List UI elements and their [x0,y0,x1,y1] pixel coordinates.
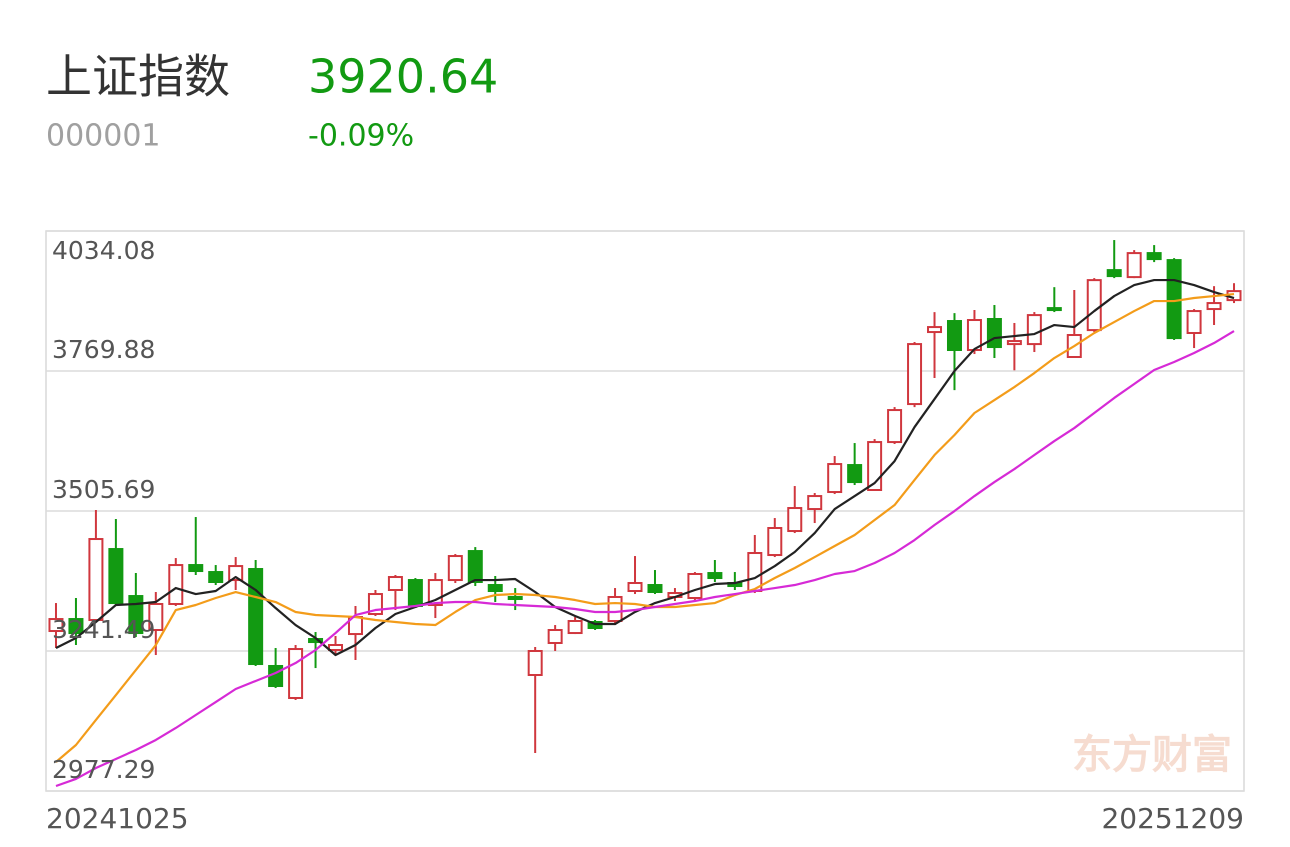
candle-body [248,568,264,666]
candle-body [986,318,1002,349]
candle-body [1146,252,1162,261]
candle-body [767,527,783,557]
candle-body [288,648,304,699]
candle-body [1006,340,1022,346]
candle-body [687,572,703,600]
candle-body [108,548,124,605]
y-tick-label: 4034.08 [52,236,155,265]
candle-body [627,582,643,593]
candle-body [1206,302,1222,311]
candle-body [787,507,803,533]
candle-body [827,463,843,494]
candle-body [527,649,543,676]
candle-body [927,326,943,334]
candle-body [188,564,204,573]
candle-body [447,555,463,582]
candle-body [148,602,164,632]
candle-body [567,620,583,635]
y-tick-label: 3505.69 [52,475,155,504]
candle-body [467,550,483,583]
moving-average-line [55,278,1235,657]
candle-body [1026,314,1042,346]
index-change: -0.09% [308,119,414,154]
candle-body [208,571,224,583]
candle-body [168,564,184,605]
candle-body [1186,310,1202,334]
index-price: 3920.64 [308,50,498,104]
y-tick-label: 2977.29 [52,755,155,784]
candle-body [128,595,144,635]
candle-body [48,618,64,633]
candle-body [1106,269,1122,278]
candle-body [387,576,403,592]
candle-body [328,644,344,651]
y-tick-label: 3769.88 [52,335,155,364]
candle-body [707,572,723,580]
candle-body [487,584,503,593]
candle-body [1166,259,1182,340]
candle-body [887,409,903,444]
candle-body [1086,279,1102,332]
watermark: 东方财富 [1072,732,1232,778]
candle-body [68,618,84,635]
candle-body [407,579,423,608]
candle-body [507,595,523,601]
candle-body [268,664,284,688]
candle-body [647,584,663,594]
index-code: 000001 [46,119,161,154]
moving-average-line [55,330,1235,788]
y-tick-label: 3241.49 [52,615,155,644]
x-tick-label: 20241025 [46,802,189,835]
candle-body [88,538,104,621]
candle-body [1126,252,1142,279]
candle-body [1046,307,1062,312]
moving-average-line [55,292,1235,763]
x-tick-label: 20251209 [1101,802,1244,835]
candle-body [807,495,823,511]
candle-body [228,565,244,582]
candle-body [547,629,563,644]
candle-body [946,320,962,352]
candle-body [907,343,923,406]
candle-body [847,464,863,484]
candle-body [607,595,623,623]
index-name: 上证指数 [46,50,230,104]
